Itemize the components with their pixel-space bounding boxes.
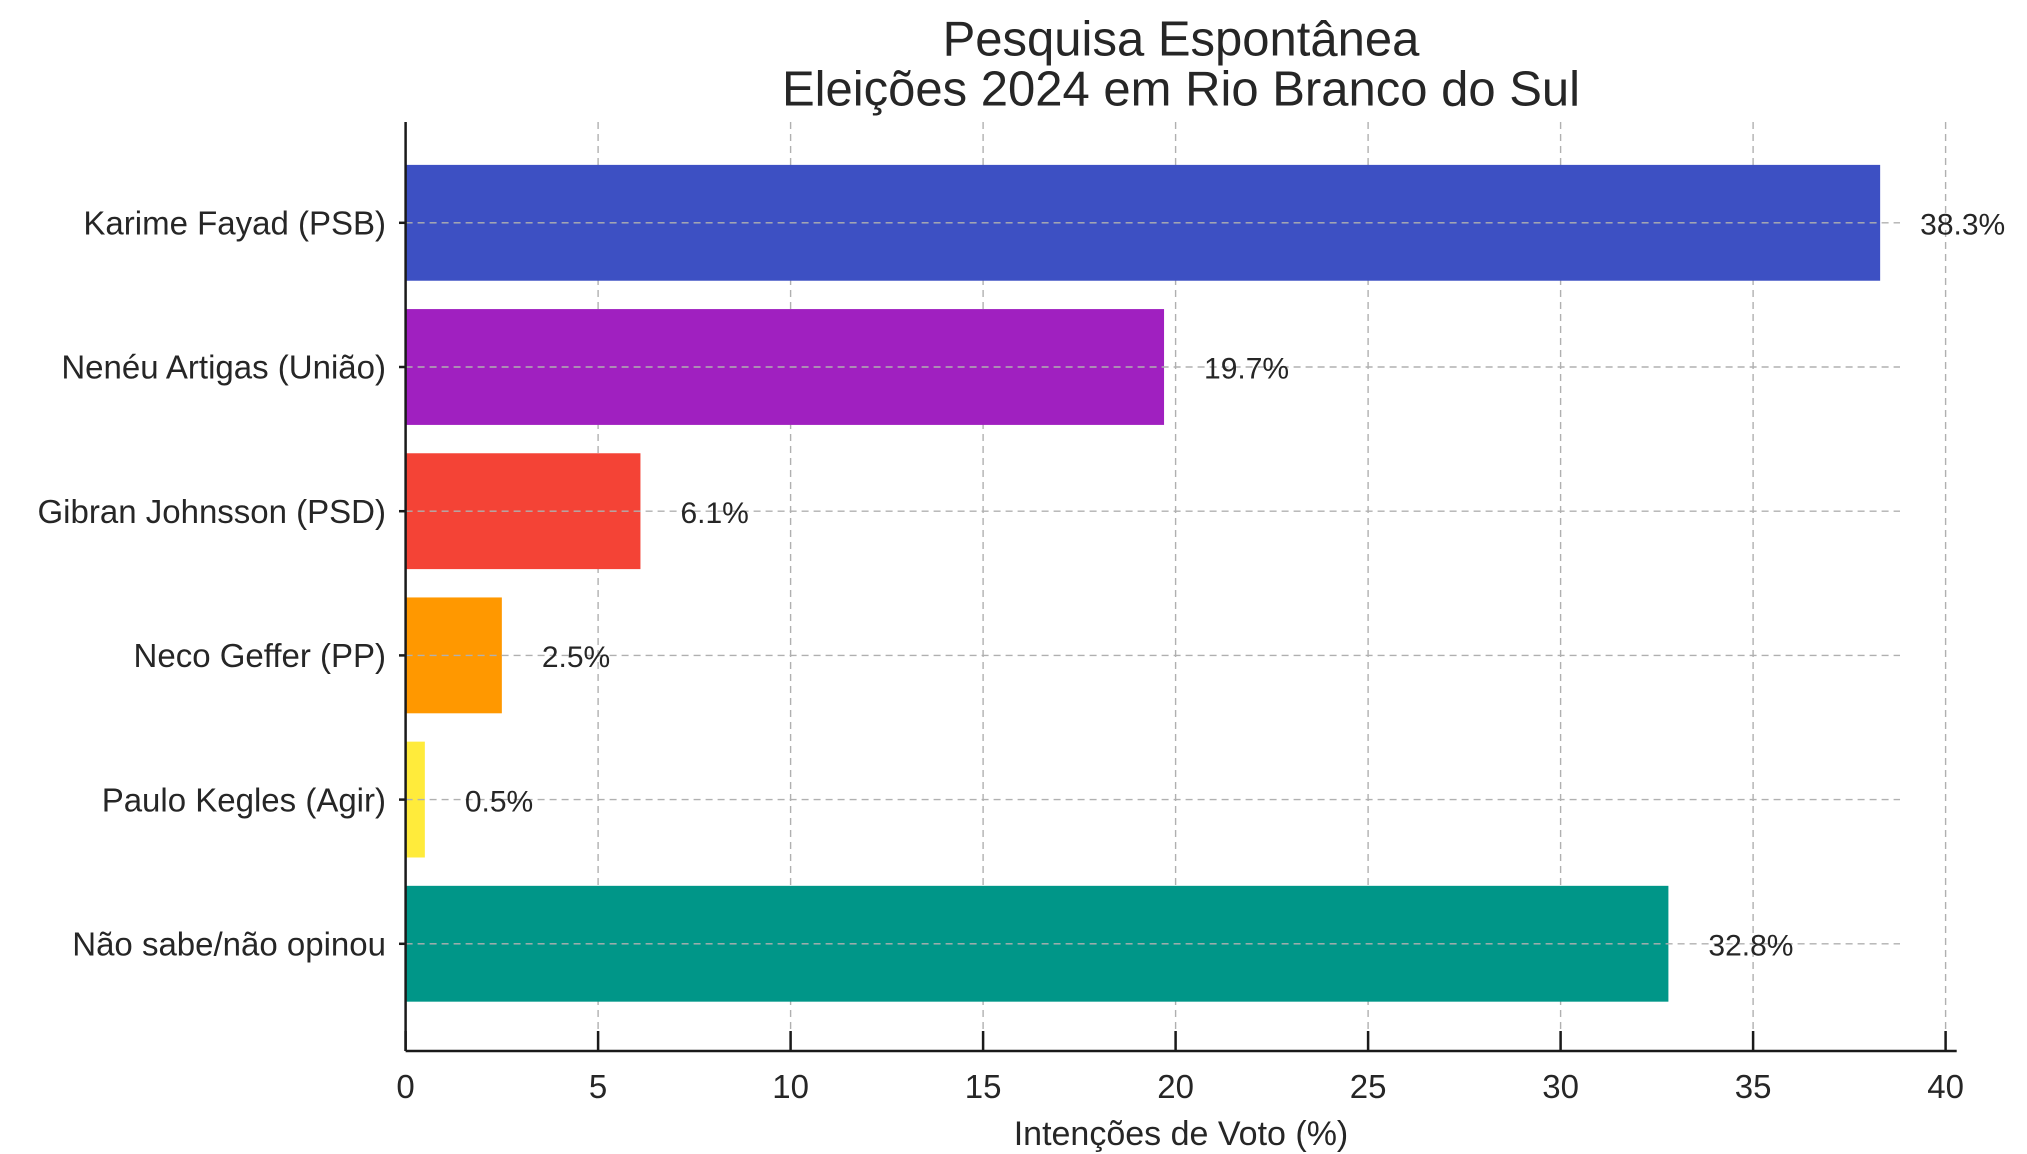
svg-text:5: 5 [589, 1068, 607, 1105]
svg-text:19.7%: 19.7% [1204, 353, 1289, 386]
svg-text:Neco Geffer (PP): Neco Geffer (PP) [134, 637, 386, 674]
svg-text:Karime Fayad (PSB): Karime Fayad (PSB) [83, 205, 386, 242]
svg-text:30: 30 [1542, 1068, 1579, 1105]
svg-text:40: 40 [1927, 1068, 1964, 1105]
svg-text:2.5%: 2.5% [542, 641, 610, 674]
svg-text:15: 15 [965, 1068, 1002, 1105]
svg-text:Nenéu Artigas (União): Nenéu Artigas (União) [61, 349, 386, 386]
svg-text:Gibran Johnsson (PSD): Gibran Johnsson (PSD) [38, 493, 386, 530]
svg-text:Eleições 2024 em Rio Branco do: Eleições 2024 em Rio Branco do Sul [782, 62, 1580, 116]
svg-text:10: 10 [772, 1068, 809, 1105]
svg-text:20: 20 [1157, 1068, 1194, 1105]
svg-text:0: 0 [396, 1068, 414, 1105]
svg-text:0.5%: 0.5% [465, 785, 533, 818]
svg-text:Não sabe/não opinou: Não sabe/não opinou [72, 926, 386, 963]
svg-text:Paulo Kegles (Agir): Paulo Kegles (Agir) [102, 781, 386, 818]
svg-text:Intenções de Voto (%): Intenções de Voto (%) [1014, 1115, 1349, 1153]
svg-text:6.1%: 6.1% [680, 497, 748, 530]
svg-text:35: 35 [1735, 1068, 1772, 1105]
svg-text:Pesquisa Espontânea: Pesquisa Espontânea [943, 12, 1420, 66]
svg-text:25: 25 [1350, 1068, 1387, 1105]
svg-text:38.3%: 38.3% [1920, 209, 2005, 242]
svg-text:32.8%: 32.8% [1708, 930, 1793, 963]
